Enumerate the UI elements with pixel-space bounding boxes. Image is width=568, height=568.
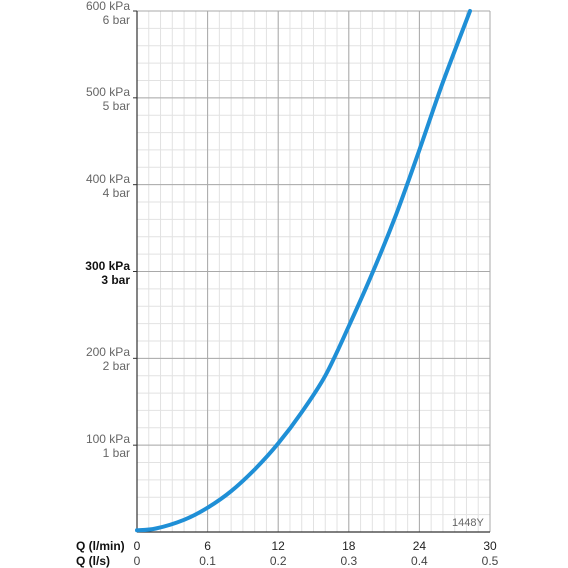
x-tick-label-secondary: 0.3 — [340, 554, 358, 568]
y-tick-label-bar: 2 bar — [102, 359, 130, 374]
x-tick-label-secondary: 0.1 — [199, 554, 216, 568]
y-tick-label-kpa: 100 kPa — [85, 432, 130, 447]
y-tick-label-kpa: 300 kPa — [85, 258, 130, 273]
x-tick-label-primary: 12 — [271, 539, 285, 553]
axes — [133, 10, 490, 533]
y-tick-label-bar: 1 bar — [102, 446, 130, 461]
x-axis-title-secondary: Q (l/s) — [76, 554, 111, 568]
x-tick-label-primary: 6 — [204, 539, 211, 553]
y-tick-label-bar: 3 bar — [101, 272, 130, 287]
y-tick-label-kpa: 500 kPa — [85, 84, 130, 99]
y-tick-label-bar: 5 bar — [102, 98, 130, 113]
x-tick-label-secondary: 0.5 — [481, 554, 499, 568]
y-tick-label-kpa: 400 kPa — [85, 171, 130, 186]
x-tick-label-secondary: 0 — [133, 554, 141, 568]
y-tick-label-kpa: 600 kPa — [85, 0, 130, 13]
y-tick-label-kpa: 200 kPa — [85, 345, 130, 360]
y-tick-label-bar: 4 bar — [102, 185, 130, 200]
x-tick-label-primary: 0 — [133, 539, 141, 553]
chart-code-annotation: 1448Y — [452, 517, 484, 529]
x-tick-label-primary: 30 — [483, 539, 497, 553]
series-line — [135, 9, 472, 533]
x-tick-label-primary: 18 — [342, 539, 356, 553]
x-tick-label-secondary: 0.2 — [269, 554, 287, 568]
x-tick-label-primary: 24 — [412, 539, 427, 553]
x-tick-label-secondary: 0.4 — [411, 554, 428, 568]
x-axis-title-primary: Q (l/min) — [76, 539, 125, 553]
y-tick-label-bar: 6 bar — [102, 13, 130, 27]
